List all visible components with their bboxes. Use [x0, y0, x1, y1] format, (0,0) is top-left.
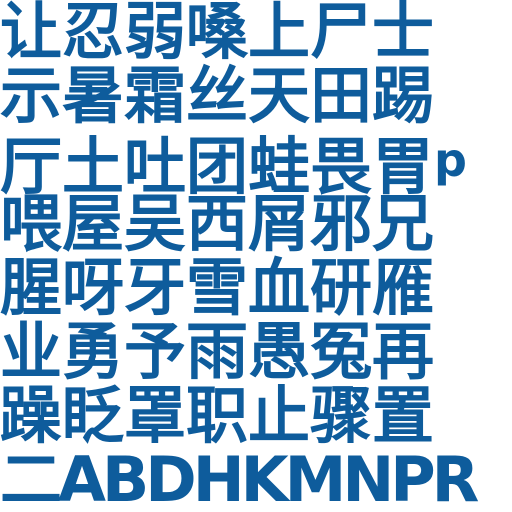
text-line-6: 业勇予雨愚冤再 — [0, 315, 435, 388]
text-line-5: 腥呀牙雪血研雁 — [0, 251, 435, 324]
text-line-3: 厅土吐团蛙畏胃p — [0, 128, 467, 199]
text-line-2: 示暑霜丝天田踢 — [0, 59, 435, 132]
text-line-3-main: 厅土吐团蛙畏胃 — [0, 130, 435, 203]
text-line-7: 躁眨罩职止骤置 — [0, 379, 435, 452]
text-line-3-tail: p — [434, 133, 467, 187]
text-line-1: 让忍弱嗓上尸士 — [0, 0, 435, 68]
text-line-4: 喂屋吴西屑邪兄 — [0, 187, 435, 260]
text-line-8: 二ABDHKMNPR — [0, 443, 479, 512]
